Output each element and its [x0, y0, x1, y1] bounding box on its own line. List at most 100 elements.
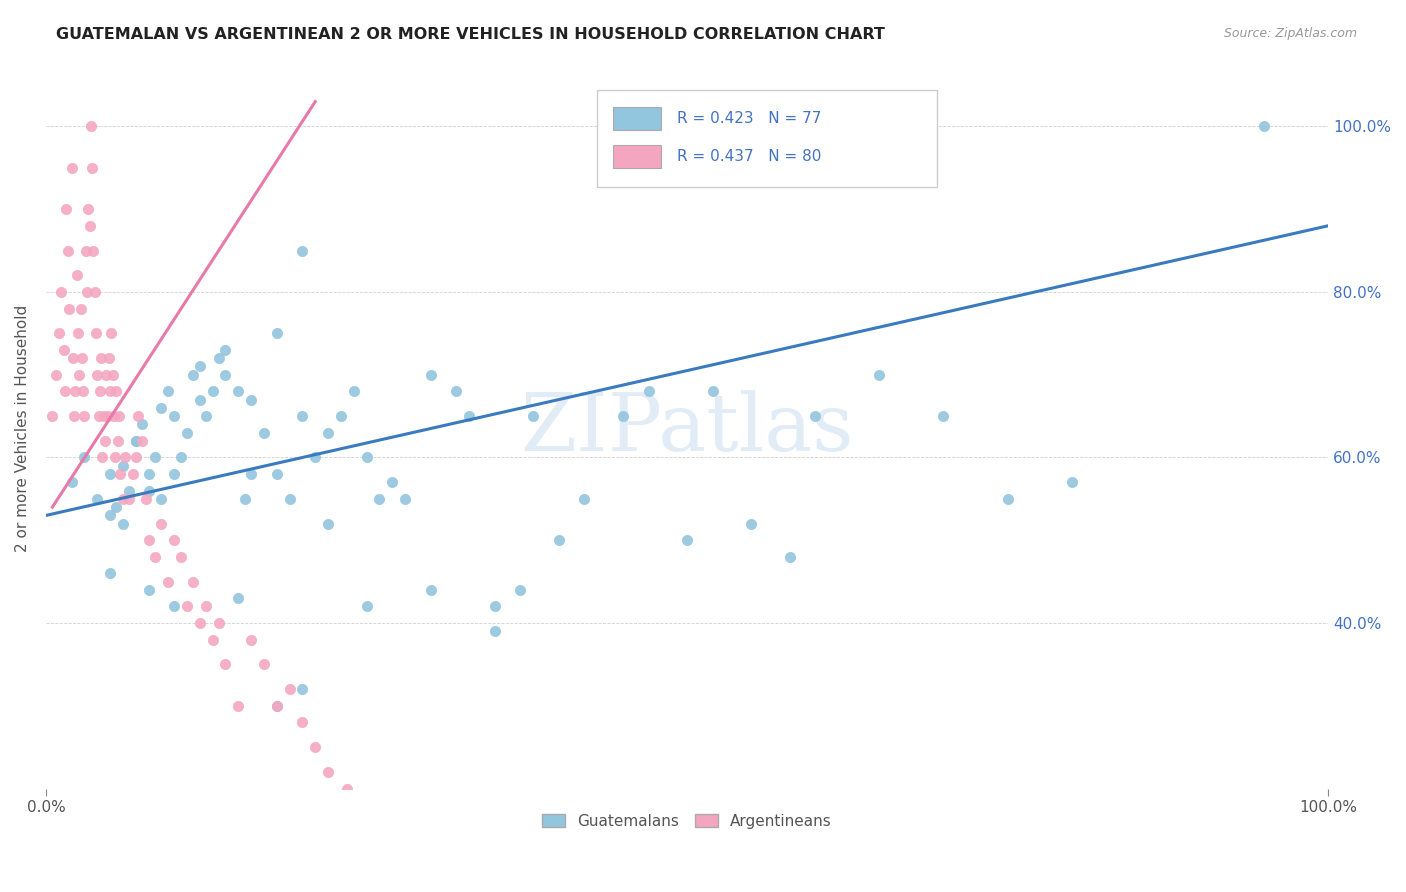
- Point: [368, 822, 391, 837]
- Point: [240, 632, 263, 647]
- Point: [188, 615, 211, 630]
- Point: [98, 384, 121, 399]
- Point: [87, 409, 110, 423]
- Point: [676, 533, 699, 548]
- Point: [458, 409, 481, 423]
- Point: [183, 368, 205, 382]
- Point: [73, 450, 96, 465]
- Point: [214, 657, 236, 672]
- Point: [419, 582, 441, 597]
- Text: Source: ZipAtlas.com: Source: ZipAtlas.com: [1223, 27, 1357, 40]
- Point: [316, 764, 339, 779]
- Point: [143, 549, 166, 564]
- Point: [163, 409, 186, 423]
- Point: [868, 368, 890, 382]
- Point: [90, 351, 112, 366]
- Point: [702, 384, 724, 399]
- Point: [188, 359, 211, 374]
- Point: [125, 434, 148, 448]
- Point: [52, 343, 75, 357]
- Point: [55, 202, 77, 217]
- Point: [60, 161, 83, 175]
- Point: [79, 219, 101, 233]
- Point: [291, 409, 314, 423]
- Point: [108, 409, 131, 423]
- Point: [138, 483, 160, 498]
- Point: [72, 384, 94, 399]
- Y-axis label: 2 or more Vehicles in Household: 2 or more Vehicles in Household: [15, 305, 30, 552]
- Point: [176, 599, 198, 614]
- Text: R = 0.437   N = 80: R = 0.437 N = 80: [676, 149, 821, 164]
- Point: [101, 368, 124, 382]
- Point: [394, 491, 416, 506]
- Point: [316, 425, 339, 440]
- Point: [201, 384, 224, 399]
- Point: [356, 599, 378, 614]
- Point: [932, 409, 955, 423]
- Point: [804, 409, 827, 423]
- Point: [77, 202, 100, 217]
- Point: [266, 698, 288, 713]
- Point: [86, 368, 108, 382]
- Point: [51, 285, 73, 299]
- Point: [547, 533, 569, 548]
- Point: [138, 467, 160, 481]
- Point: [240, 392, 263, 407]
- Point: [163, 533, 186, 548]
- Point: [82, 244, 104, 258]
- Point: [226, 384, 249, 399]
- FancyBboxPatch shape: [613, 107, 661, 130]
- Point: [114, 450, 136, 465]
- Point: [86, 491, 108, 506]
- Point: [381, 475, 404, 490]
- Point: [612, 409, 634, 423]
- Point: [73, 409, 96, 423]
- Point: [740, 516, 762, 531]
- Point: [66, 268, 89, 283]
- Point: [98, 508, 121, 523]
- Point: [163, 599, 186, 614]
- FancyBboxPatch shape: [613, 145, 661, 168]
- Point: [150, 401, 173, 415]
- Point: [84, 326, 107, 341]
- Point: [111, 458, 134, 473]
- Point: [111, 491, 134, 506]
- Point: [66, 326, 89, 341]
- Point: [53, 384, 76, 399]
- Point: [83, 285, 105, 299]
- Point: [343, 384, 366, 399]
- Point: [56, 244, 79, 258]
- Point: [214, 368, 236, 382]
- Point: [48, 326, 70, 341]
- Point: [75, 244, 97, 258]
- Point: [291, 244, 314, 258]
- Point: [131, 434, 153, 448]
- Point: [253, 657, 276, 672]
- Point: [107, 434, 129, 448]
- Point: [304, 740, 326, 755]
- Point: [131, 417, 153, 432]
- Point: [125, 450, 148, 465]
- Point: [329, 409, 352, 423]
- Point: [484, 599, 506, 614]
- Point: [98, 467, 121, 481]
- Point: [41, 409, 63, 423]
- Point: [80, 120, 103, 134]
- Point: [484, 624, 506, 639]
- Point: [316, 516, 339, 531]
- Point: [368, 491, 391, 506]
- Point: [266, 326, 288, 341]
- Point: [104, 450, 127, 465]
- Point: [62, 351, 84, 366]
- Point: [91, 450, 114, 465]
- Point: [122, 467, 145, 481]
- Point: [67, 368, 90, 382]
- Point: [278, 682, 301, 697]
- Point: [58, 301, 80, 316]
- Legend: Guatemalans, Argentineans: Guatemalans, Argentineans: [536, 807, 838, 835]
- Point: [169, 450, 191, 465]
- Point: [291, 682, 314, 697]
- Point: [233, 491, 256, 506]
- Point: [240, 467, 263, 481]
- Point: [156, 384, 179, 399]
